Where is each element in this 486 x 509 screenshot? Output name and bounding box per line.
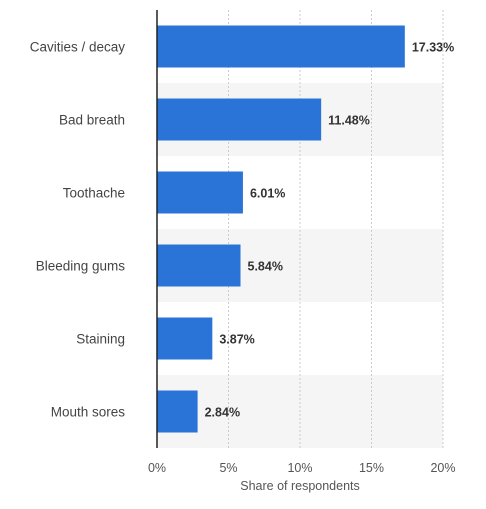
value-label: 11.48% [328,114,370,128]
bar[interactable] [157,317,213,360]
gridlines [228,10,444,448]
x-tick-labels: 0% 5% 10% 15% 20% [148,461,456,475]
value-labels: 17.33% 11.48% 6.01% 5.84% 3.87% 2.84% [205,41,455,420]
bar[interactable] [157,390,198,433]
value-label: 17.33% [412,41,454,55]
bar[interactable] [157,98,322,141]
category-label: Staining [76,332,125,347]
x-tick-label: 5% [219,461,237,475]
category-label: Toothache [63,186,125,201]
value-label: 3.87% [219,333,254,347]
value-label: 6.01% [250,187,285,201]
category-label: Bleeding gums [36,259,126,274]
x-tick-label: 0% [148,461,166,475]
x-tick-label: 20% [430,461,455,475]
category-labels: Cavities / decay Bad breath Toothache Bleed… [30,40,126,420]
category-label: Cavities / decay [30,40,126,55]
bar[interactable] [157,244,241,287]
value-label: 2.84% [205,406,240,420]
bars [157,25,405,433]
category-label: Mouth sores [51,405,126,420]
bar[interactable] [157,25,405,68]
bar[interactable] [157,171,243,214]
x-tick-label: 10% [287,461,312,475]
value-label: 5.84% [248,260,283,274]
x-tick-label: 15% [359,461,384,475]
category-label: Bad breath [59,113,125,128]
x-axis-title: Share of respondents [240,479,360,493]
